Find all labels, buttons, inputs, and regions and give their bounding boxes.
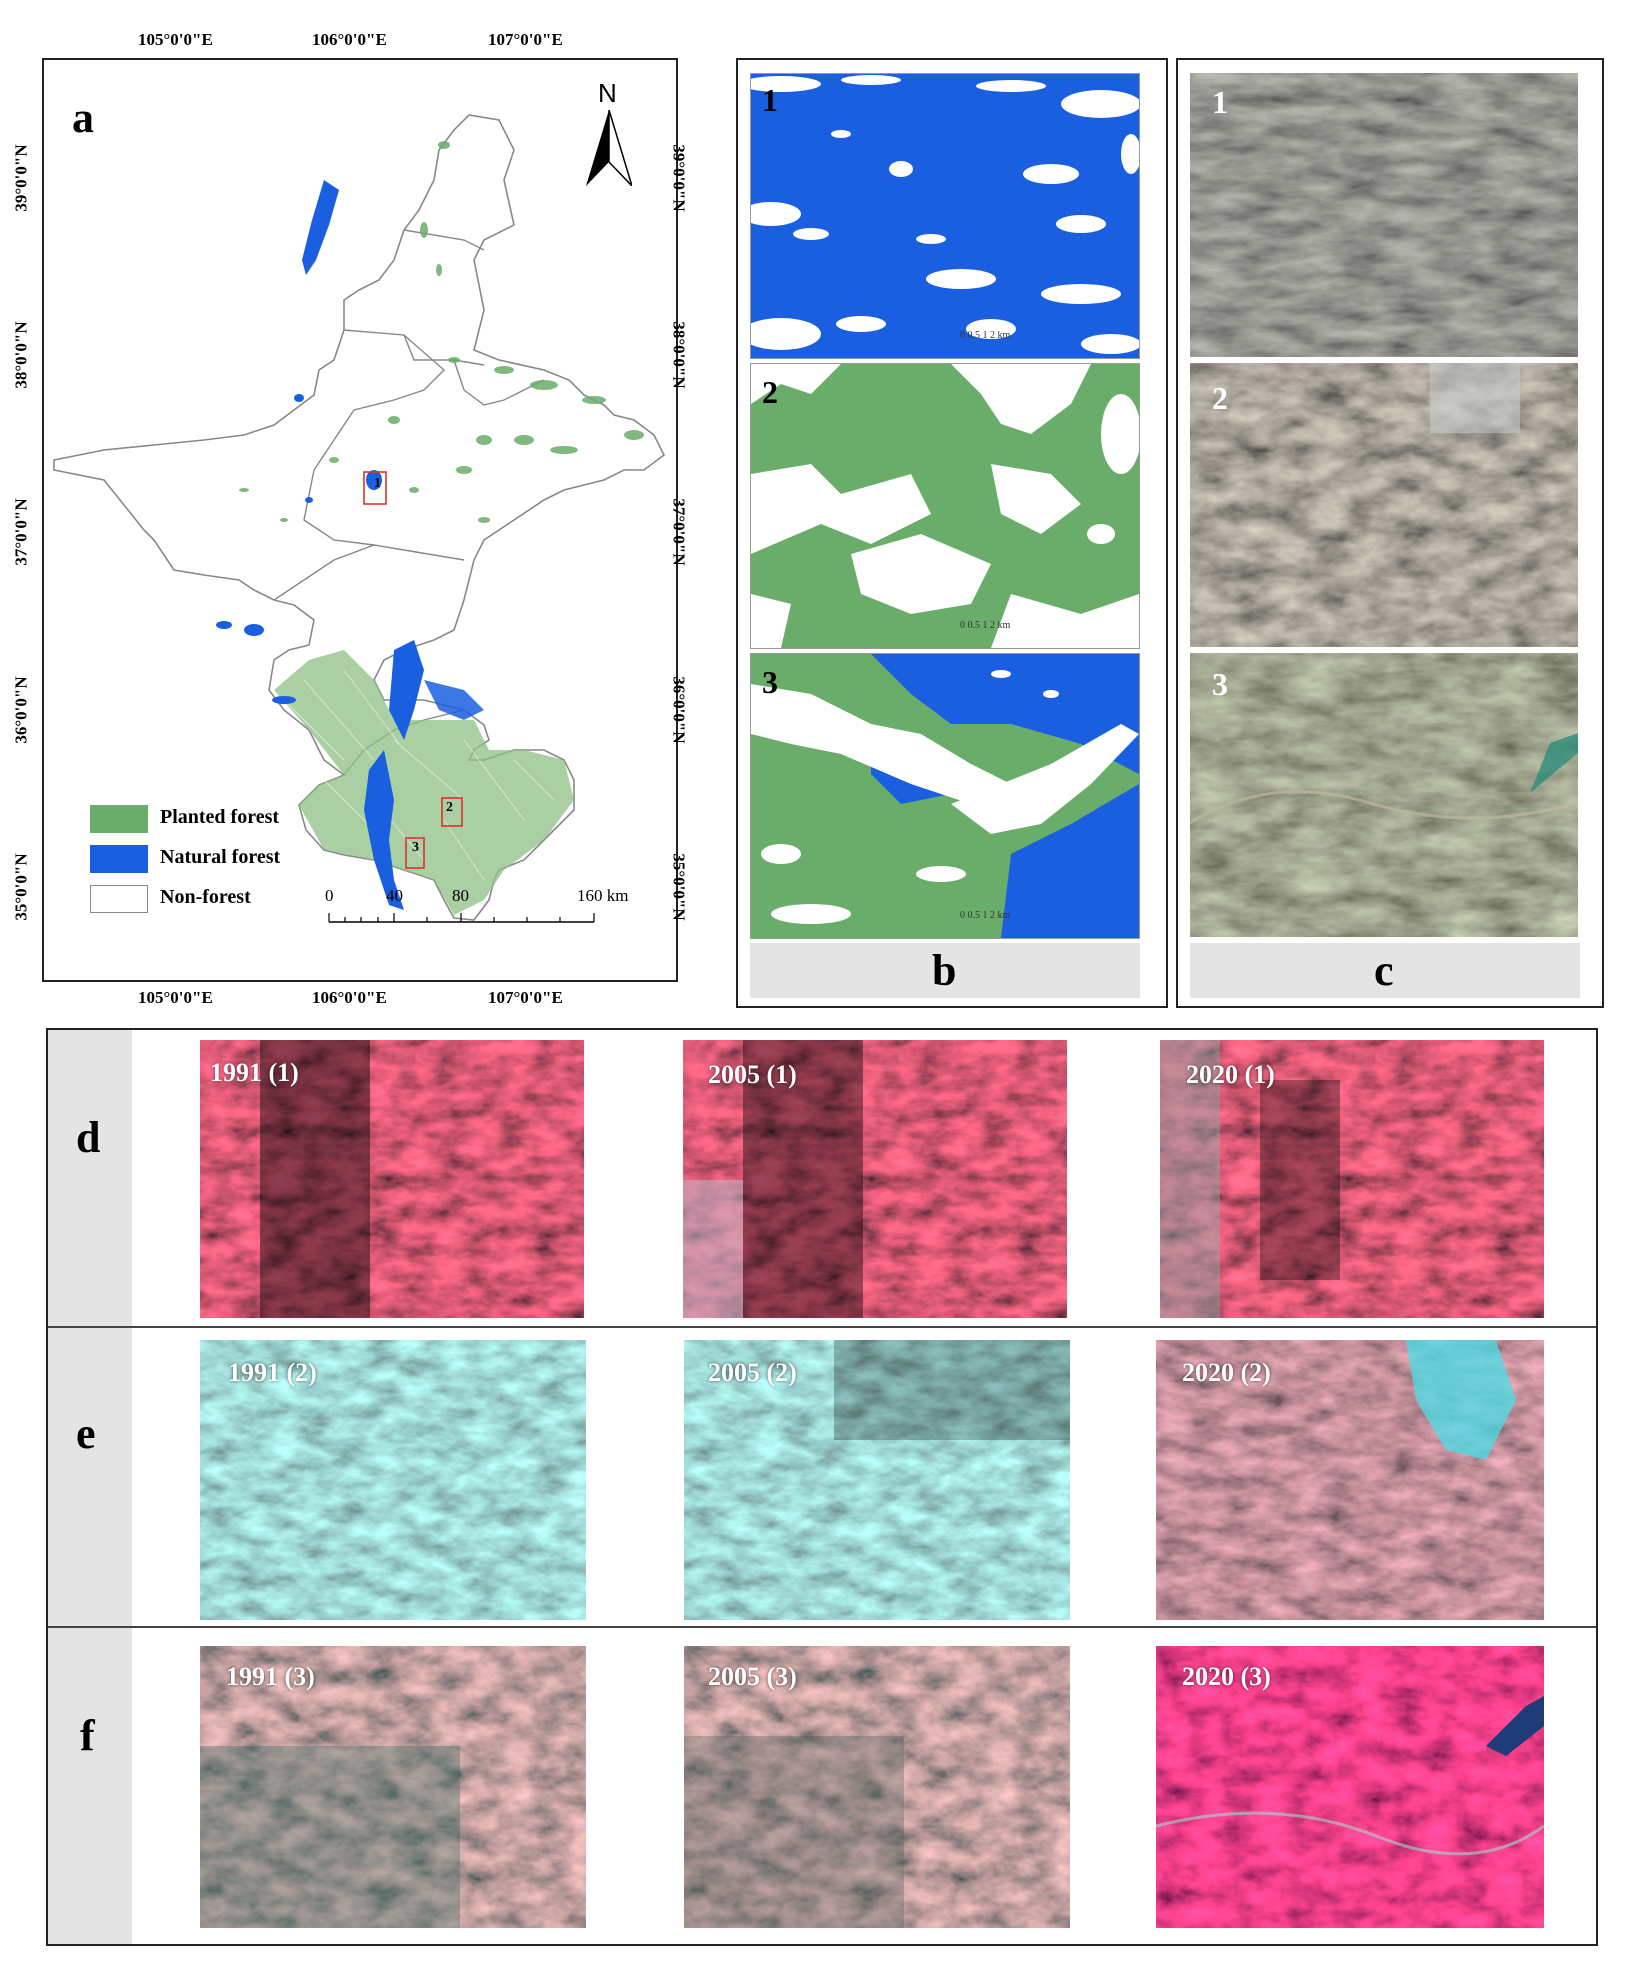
site-box-1 (363, 471, 387, 505)
d-label-1991: 1991 (1) (210, 1058, 299, 1087)
row-f-letter: f (80, 1711, 95, 1760)
f-image-1991 (200, 1646, 586, 1928)
legend-swatch-nonforest (90, 885, 148, 913)
lon-label-top: 107°0'0"E (488, 30, 563, 49)
f-label-2020: 2020 (3) (1182, 1662, 1271, 1691)
panel-c-letter: c (1374, 946, 1394, 995)
b-tile-2-label: 2 (762, 374, 778, 410)
e-label-1991: 1991 (2) (228, 1358, 317, 1387)
b-tile-2 (750, 363, 1140, 649)
c-tile-2 (1190, 363, 1578, 647)
ningxia-map (53, 114, 666, 921)
b-tile-1-scale: 0 0.5 1 2 km (960, 330, 1011, 341)
c-tile-3-label: 3 (1212, 666, 1228, 702)
row-d-letter: d (76, 1113, 101, 1162)
b-tile-3-scale: 0 0.5 1 2 km (960, 910, 1011, 921)
legend-label-natural: Natural forest (160, 846, 281, 868)
b-tile-3 (750, 653, 1140, 939)
site-label-3: 3 (412, 840, 419, 855)
north-arrow-icon (586, 110, 632, 186)
d-image-1991 (200, 1040, 584, 1318)
d-image-2020 (1160, 1040, 1544, 1318)
lon-label-bottom: 106°0'0"E (312, 988, 387, 1007)
legend-swatch-natural (90, 845, 148, 873)
scale-tick-80: 80 (452, 886, 469, 905)
lat-label-left: 37°0'0"N (11, 498, 31, 566)
lat-label-left: 36°0'0"N (11, 676, 31, 744)
north-label: N (598, 78, 617, 108)
panel-b-letter: b (932, 946, 957, 995)
legend-label-planted: Planted forest (160, 806, 280, 828)
c-tile-3 (1190, 653, 1578, 937)
lon-label-top: 105°0'0"E (138, 30, 213, 49)
scale-tick-40: 40 (386, 886, 403, 905)
scale-bar (328, 913, 595, 923)
e-image-2005 (684, 1340, 1070, 1620)
lon-label-bottom: 107°0'0"E (488, 988, 563, 1007)
e-image-2020 (1156, 1340, 1544, 1620)
site-label-2: 2 (446, 800, 453, 815)
legend-label-nonforest: Non-forest (160, 886, 251, 908)
lat-label-left: 35°0'0"N (11, 853, 31, 921)
f-label-1991: 1991 (3) (226, 1662, 315, 1691)
c-tile-2-label: 2 (1212, 380, 1228, 416)
site-box-3 (405, 837, 425, 869)
lon-label-bottom: 105°0'0"E (138, 988, 213, 1007)
d-label-2005: 2005 (1) (708, 1060, 797, 1089)
lat-label-left: 39°0'0"N (11, 144, 31, 212)
region-outline (53, 114, 666, 921)
d-image-2005 (683, 1040, 1067, 1318)
site-label-1: 1 (374, 476, 381, 491)
e-label-2020: 2020 (2) (1182, 1358, 1271, 1387)
legend-swatch-planted (90, 805, 148, 833)
panel-a-letter: a (72, 93, 94, 142)
scale-tick-0: 0 (325, 886, 334, 905)
panel-b-label-bar (750, 943, 1140, 998)
lat-label-left: 38°0'0"N (11, 321, 31, 389)
site-box-2 (441, 797, 463, 827)
row-divider-1 (48, 1326, 1596, 1328)
e-label-2005: 2005 (2) (708, 1358, 797, 1387)
b-tile-1-label: 1 (762, 82, 778, 118)
row-divider-2 (48, 1626, 1596, 1628)
e-image-1991 (200, 1340, 586, 1620)
f-image-2020 (1156, 1646, 1544, 1928)
scale-tick-160: 160 km (577, 886, 629, 905)
f-image-2005 (684, 1646, 1070, 1928)
lon-label-top: 106°0'0"E (312, 30, 387, 49)
d-label-2020: 2020 (1) (1186, 1060, 1275, 1089)
def-side-bar (48, 1030, 132, 1944)
row-e-letter: e (76, 1409, 96, 1458)
c-tile-1 (1190, 73, 1578, 357)
panel-c-label-bar (1190, 943, 1580, 998)
b-tile-1 (750, 73, 1140, 359)
b-tile-2-scale: 0 0.5 1 2 km (960, 620, 1011, 631)
b-tile-3-label: 3 (762, 664, 778, 700)
c-tile-1-label: 1 (1212, 84, 1228, 120)
f-label-2005: 2005 (3) (708, 1662, 797, 1691)
